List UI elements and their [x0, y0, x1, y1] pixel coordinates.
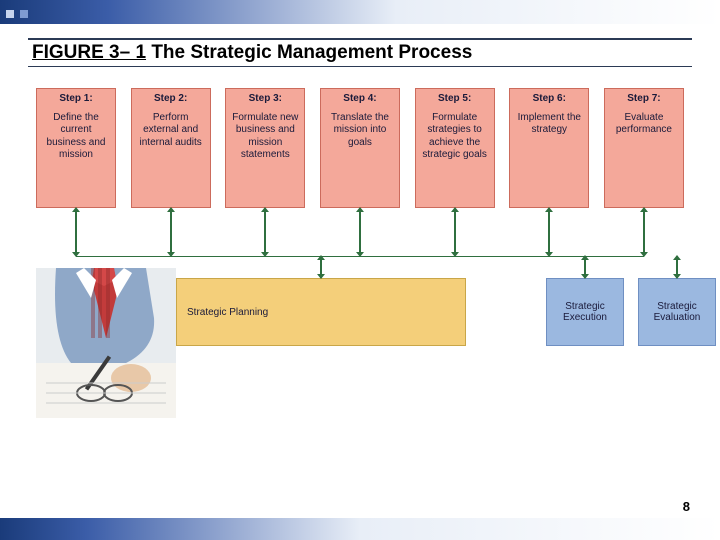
- step-header: Step 7:: [608, 93, 680, 106]
- figure-number: FIGURE 3– 1: [32, 42, 146, 63]
- step-body: Formulate new business and mission state…: [229, 112, 301, 162]
- double-arrow-icon: [454, 208, 456, 256]
- deco-square: [6, 10, 14, 18]
- step-box: Step 3: Formulate new business and missio…: [225, 88, 305, 208]
- deco-square: [20, 10, 28, 18]
- step-box: Step 1: Define the current business and m…: [36, 88, 116, 208]
- double-arrow-icon: [170, 208, 172, 256]
- step-body: Formulate strategies to achieve the stra…: [419, 112, 491, 162]
- double-arrow-icon: [264, 208, 266, 256]
- double-arrow-icon: [75, 208, 77, 256]
- step-header: Step 4:: [324, 93, 396, 106]
- step-header: Step 6:: [513, 93, 585, 106]
- phase-double-arrow-icon: [584, 256, 586, 278]
- phase-evaluation: Strategic Evaluation: [638, 278, 716, 346]
- phase-label: Strategic Evaluation: [639, 301, 715, 323]
- step-box: Step 7: Evaluate performance: [604, 88, 684, 208]
- title-underline: [28, 66, 692, 67]
- step-body: Implement the strategy: [513, 112, 585, 137]
- businessman-image: [36, 268, 176, 418]
- phase-planning: Strategic Planning: [176, 278, 466, 346]
- step-box: Step 6: Implement the strategy: [509, 88, 589, 208]
- step-box: Step 5: Formulate strategies to achieve t…: [415, 88, 495, 208]
- phase-label: Strategic Execution: [547, 301, 623, 323]
- double-arrow-icon: [359, 208, 361, 256]
- phase-label: Strategic Planning: [187, 307, 268, 318]
- step-header: Step 1:: [40, 93, 112, 106]
- steps-row: Step 1: Define the current business and m…: [36, 88, 684, 208]
- phase-double-arrow-icon: [676, 256, 678, 278]
- step-box: Step 4: Translate the mission into goals: [320, 88, 400, 208]
- step-header: Step 5:: [419, 93, 491, 106]
- double-arrow-icon: [643, 208, 645, 256]
- top-rule: [28, 38, 692, 40]
- step-header: Step 3:: [229, 93, 301, 106]
- step-box: Step 2: Perform external and internal aud…: [131, 88, 211, 208]
- page-number: 8: [683, 499, 690, 514]
- process-diagram: Step 1: Define the current business and m…: [36, 88, 684, 298]
- step-body: Define the current business and mission: [40, 112, 112, 162]
- phase-double-arrow-icon: [320, 256, 322, 278]
- person-writing-illustration: [36, 268, 176, 418]
- step-header: Step 2:: [135, 93, 207, 106]
- phase-execution: Strategic Execution: [546, 278, 624, 346]
- figure-title-text: The Strategic Management Process: [146, 42, 472, 63]
- header-squares-deco: [6, 5, 30, 23]
- double-arrow-icon: [548, 208, 550, 256]
- footer-gradient-band: [0, 518, 720, 540]
- step-body: Translate the mission into goals: [324, 112, 396, 150]
- header-gradient-band: [0, 0, 720, 24]
- figure-title: FIGURE 3– 1 The Strategic Management Pro…: [32, 42, 472, 64]
- step-body: Evaluate performance: [608, 112, 680, 137]
- step-body: Perform external and internal audits: [135, 112, 207, 150]
